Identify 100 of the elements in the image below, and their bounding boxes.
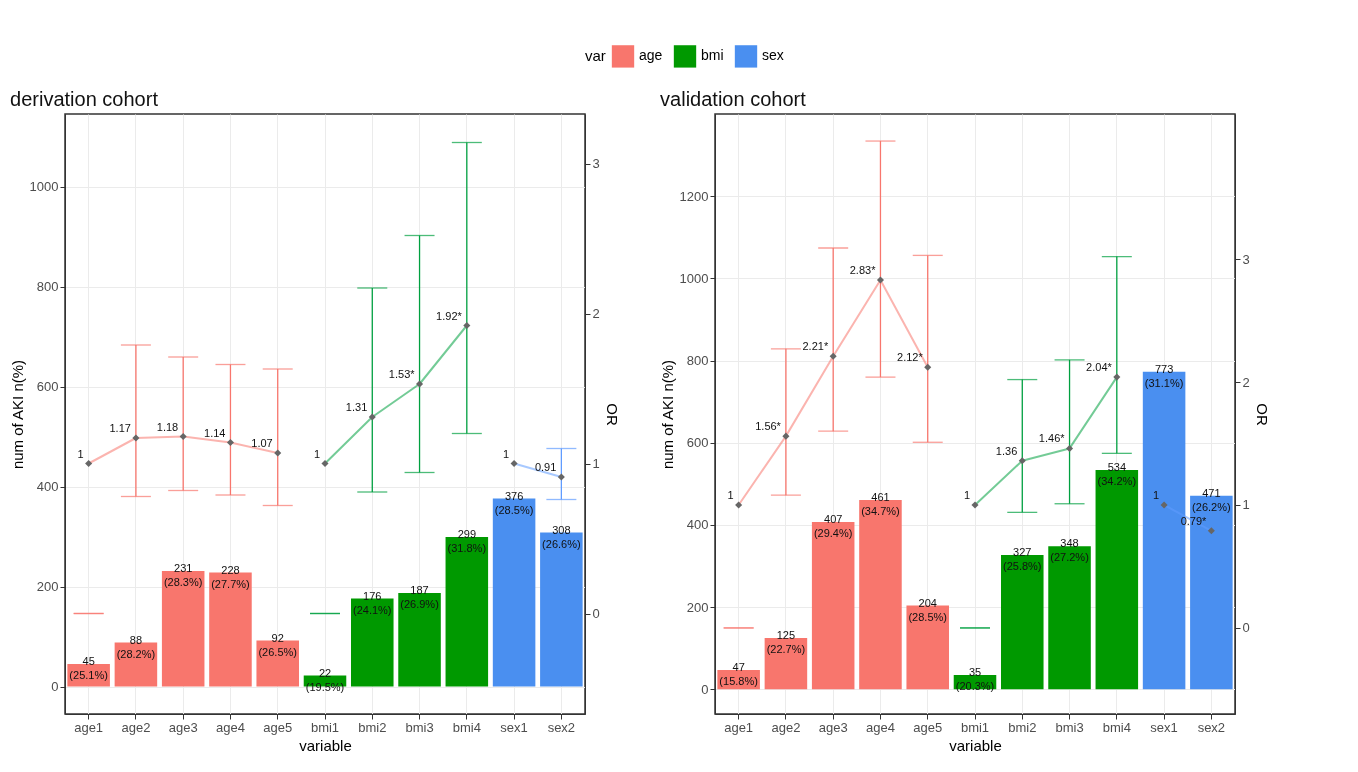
data-label: 1 <box>77 447 84 460</box>
data-label: 1.92* <box>436 309 463 322</box>
legend-label: sex <box>762 47 784 64</box>
data-label: 1 <box>1152 488 1160 501</box>
data-label: 1 <box>727 488 734 501</box>
legend-label: age <box>639 47 663 64</box>
data-label: 1.17 <box>109 422 131 434</box>
data-label: 176 (24.1%) <box>353 589 392 616</box>
x-tick-label: age5 <box>263 719 293 735</box>
x-tick-label: bmi2 <box>1008 719 1037 735</box>
y2-tick-label: 0 <box>1242 620 1250 636</box>
data-label: 125 (22.7%) <box>766 628 806 655</box>
y-tick-label: 400 <box>686 517 709 533</box>
x-tick-label: age3 <box>168 719 198 735</box>
data-label: 45 (25.1%) <box>69 655 108 681</box>
data-label: 92 (26.5%) <box>258 631 297 658</box>
y-tick-label: 800 <box>686 353 709 369</box>
x-axis-title: variable <box>299 736 352 754</box>
y2-tick-label: 1 <box>1242 497 1250 513</box>
y2-tick-label: 3 <box>1242 251 1250 267</box>
x-axis-title: variable <box>949 736 1002 754</box>
data-label: 461 (34.7%) <box>861 490 900 517</box>
data-label: 471 (26.2%) <box>1192 486 1231 513</box>
bar <box>398 593 441 687</box>
legend-label: bmi <box>701 47 724 64</box>
y2-axis-title: OR <box>603 403 621 426</box>
data-label: 204 (28.5%) <box>908 596 947 623</box>
data-label: 1.07 <box>251 437 273 449</box>
y2-tick-label: 3 <box>592 156 600 171</box>
bar <box>351 598 394 687</box>
y-tick-label: 200 <box>686 599 709 615</box>
data-label: 376 (28.5%) <box>494 489 534 516</box>
x-tick-label: sex1 <box>1150 719 1178 735</box>
data-label: 1.46* <box>1038 432 1066 445</box>
y-tick-label: 200 <box>36 579 59 594</box>
x-tick-label: bmi4 <box>1102 719 1131 735</box>
y2-tick-label: 2 <box>592 306 600 321</box>
data-label: 327 (25.8%) <box>1003 545 1042 572</box>
legend-title: var <box>585 47 606 64</box>
data-label: 2.83* <box>849 263 877 276</box>
x-tick-label: bmi3 <box>405 719 434 735</box>
y2-tick-label: 1 <box>592 456 600 471</box>
data-label: 47 (15.8%) <box>719 661 758 688</box>
data-label: 1.18 <box>156 420 179 433</box>
x-tick-label: sex2 <box>1197 719 1226 735</box>
bar <box>445 537 489 687</box>
bar <box>161 571 205 687</box>
x-tick-label: bmi1 <box>960 719 990 735</box>
data-label: 2.04* <box>1086 361 1113 374</box>
x-tick-label: age5 <box>913 719 943 735</box>
y-axis-title: num of AKI n(%) <box>8 359 26 470</box>
x-tick-label: age1 <box>74 719 104 735</box>
bar <box>811 522 855 690</box>
data-label: 1 <box>502 447 510 460</box>
bar <box>209 572 252 687</box>
data-label: 2.21* <box>802 340 829 353</box>
y-tick-label: 1200 <box>679 188 709 204</box>
data-label: 1.53* <box>388 368 416 380</box>
y-tick-label: 1000 <box>679 270 709 286</box>
chart-title: validation cohort <box>660 88 807 110</box>
y-tick-label: 800 <box>36 279 59 294</box>
y2-tick-label: 0 <box>592 606 600 621</box>
bar <box>1048 546 1091 690</box>
x-tick-label: bmi4 <box>452 719 481 735</box>
data-label: 231 (28.3%) <box>163 562 203 588</box>
data-label: 534 (34.2%) <box>1097 460 1137 487</box>
data-label: 88 (28.2%) <box>116 633 156 660</box>
bar <box>859 499 902 690</box>
bar <box>540 532 583 687</box>
y-tick-label: 400 <box>36 479 59 494</box>
data-label: 773 (31.1%) <box>1144 362 1184 389</box>
y-axis-title: num of AKI n(%) <box>658 359 676 470</box>
x-tick-label: bmi2 <box>358 719 387 735</box>
data-label: 299 (31.8%) <box>447 528 487 554</box>
x-tick-label: sex1 <box>500 719 528 735</box>
y-tick-label: 0 <box>51 679 59 694</box>
data-label: 228 (27.7%) <box>211 563 250 590</box>
bar <box>1001 554 1044 690</box>
x-tick-label: age3 <box>818 719 848 735</box>
data-label: 1.14 <box>204 426 226 439</box>
data-label: 35 (20.3%) <box>955 665 995 692</box>
data-label: 1 <box>963 488 970 501</box>
data-label: 2.12* <box>897 351 924 364</box>
x-tick-label: age4 <box>215 719 245 735</box>
y-tick-label: 600 <box>36 379 59 394</box>
data-label: 1 <box>313 447 320 460</box>
x-tick-label: age4 <box>865 719 895 735</box>
data-label: 1.31 <box>345 401 368 413</box>
y-tick-label: 0 <box>701 681 709 697</box>
data-label: 1.36 <box>995 444 1018 457</box>
bar <box>256 640 299 687</box>
y2-tick-label: 2 <box>1242 374 1250 390</box>
x-tick-label: bmi3 <box>1055 719 1084 735</box>
x-tick-label: age2 <box>121 719 151 735</box>
x-tick-label: age1 <box>724 719 754 735</box>
bar <box>906 605 949 690</box>
y-tick-label: 600 <box>686 435 709 451</box>
data-label: 187 (26.9%) <box>400 584 439 610</box>
bar <box>492 498 536 687</box>
data-label: 308 (26.6%) <box>542 523 581 550</box>
